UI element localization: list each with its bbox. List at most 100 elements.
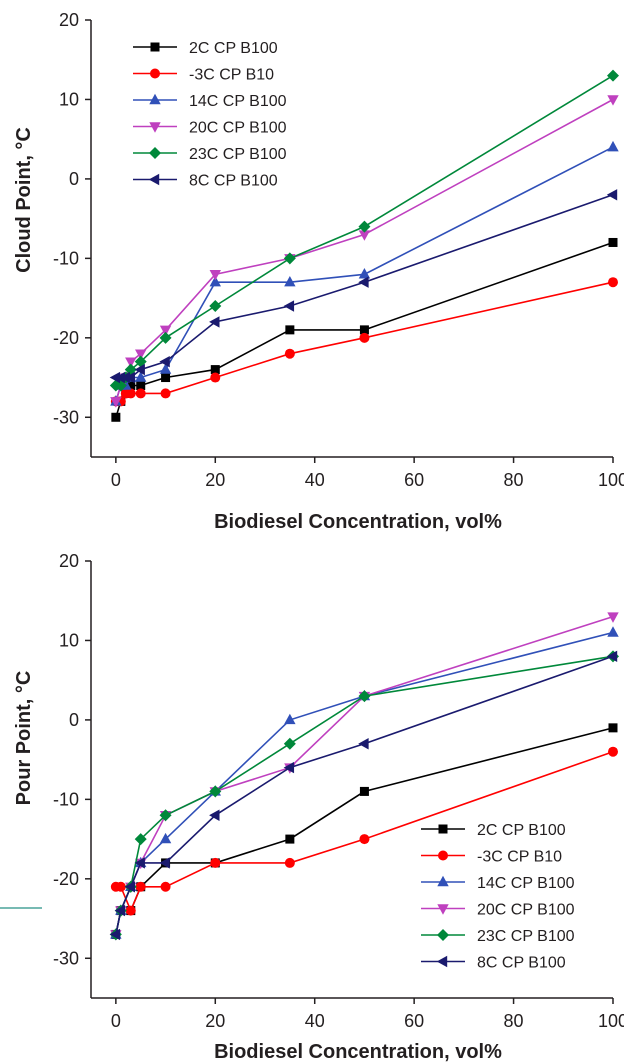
pour-point-legend-label: 8C CP B100: [477, 955, 566, 972]
cloud-point-data-point: [209, 270, 221, 281]
cloud-point-legend-label: 14C CP B100: [189, 93, 287, 110]
pour-point-data-point: [209, 785, 222, 798]
cloud-point-legend: 2C CP B100 -3C CP B10 14C CP B100 20C CP B1…: [133, 40, 287, 190]
pour-point-data-point: [159, 809, 172, 822]
pour-point-legend-marker: [436, 955, 448, 968]
pour-point-data-point: [359, 834, 370, 845]
pour-point-data-point: [125, 905, 136, 916]
pour-point-data-point: [114, 904, 126, 917]
pour-point-x-tick-label: 80: [504, 1011, 524, 1031]
cloud-point-data-point: [359, 325, 369, 335]
cloud-point-data-point: [284, 348, 295, 359]
pour-point-legend-label: 14C CP B100: [477, 875, 575, 892]
cloud-point-legend-label: 2C CP B100: [189, 40, 278, 57]
cloud-point-data-point: [125, 388, 136, 399]
pour-point-x-tick-label: 100: [598, 1011, 624, 1031]
cloud-point-x-tick-label: 40: [305, 470, 325, 490]
pour-point-legend-marker: [437, 904, 449, 915]
cloud-point-data-point: [136, 380, 146, 390]
cloud-point-legend-marker: [149, 147, 161, 159]
cloud-point-legend-marker: [150, 68, 160, 79]
pour-point-data-point: [606, 650, 618, 663]
cloud-point-x-tick-label: 100: [598, 470, 624, 490]
pour-point-data-point: [134, 857, 145, 869]
cloud-point-data-point: [608, 237, 618, 247]
cloud-point-data-point: [358, 276, 369, 288]
cloud-point-data-point: [161, 373, 171, 383]
cloud-point-data-point: [160, 388, 171, 399]
pour-point-data-point: [115, 881, 126, 892]
pour-point-series-5: [109, 650, 618, 941]
pour-point-y-tick-label: 10: [59, 630, 79, 650]
cloud-point-data-point: [285, 325, 295, 335]
pour-point-data-point: [159, 832, 172, 844]
cloud-point-y-tick-label: 0: [69, 169, 79, 189]
cloud-point-legend-label: 23C CP B100: [189, 146, 287, 163]
cloud-point-data-point: [283, 252, 296, 265]
pour-point-data-point: [159, 857, 170, 869]
cloud-point-legend-label: -3C CP B10: [189, 67, 274, 84]
cloud-point-legend-marker: [150, 42, 160, 52]
pour-point-legend-label: -3C CP B10: [477, 849, 562, 866]
cloud-point-data-point: [283, 300, 295, 312]
cloud-point-y-axis-label: Cloud Point, °C: [13, 127, 35, 273]
pour-point-data-point: [283, 737, 296, 750]
pour-point-legend-marker: [438, 824, 448, 834]
cloud-point-series-1: [110, 277, 618, 407]
cloud-point-y-tick-label: -10: [53, 248, 79, 268]
cloud-point-y-tick-label: 10: [59, 89, 79, 109]
cloud-point-data-point: [284, 276, 296, 287]
pour-point-data-point: [210, 857, 221, 868]
cloud-point-data-point: [125, 357, 137, 368]
pour-point-data-point: [160, 881, 171, 892]
cloud-point-series-4: [109, 69, 619, 392]
cloud-point-x-axis-label: Biodiesel Concentration, vol%: [214, 511, 502, 533]
pour-point-x-axis-label: Biodiesel Concentration, vol%: [214, 1041, 502, 1063]
cloud-point-y-tick-label: 20: [59, 10, 79, 30]
cloud-point-data-point: [607, 95, 619, 106]
cloud-point-legend-label: 20C CP B100: [189, 120, 287, 137]
cloud-point-data-point: [159, 363, 172, 374]
pour-point-legend-label: 2C CP B100: [477, 822, 566, 839]
cloud-point-data-point: [159, 355, 170, 368]
cloud-point-data-point: [210, 372, 221, 383]
cloud-point-y-tick-label: -30: [53, 407, 79, 427]
cloud-point-data-point: [209, 276, 221, 287]
pour-point-legend-marker: [438, 850, 448, 861]
cloud-point-data-point: [126, 380, 136, 390]
pour-point-data-point: [358, 738, 369, 750]
cloud-point-legend-label: 8C CP B100: [189, 173, 278, 190]
cloud-point-data-point: [358, 268, 371, 279]
pour-point-data-point: [134, 833, 147, 846]
cloud-point-series-3: [110, 95, 619, 408]
cloud-point-x-tick-label: 60: [404, 470, 424, 490]
pour-point-chart: Pour Point, °C Biodiesel Concentration, …: [13, 551, 624, 1063]
cloud-point-data-point: [135, 388, 146, 399]
pour-point-x-tick-label: 20: [205, 1011, 225, 1031]
cloud-point-data-point: [159, 325, 172, 337]
pour-point-data-point: [607, 626, 619, 637]
cloud-point-y-tick-label: -20: [53, 328, 79, 348]
cloud-point-chart: Cloud Point, °C Biodiesel Concentration,…: [13, 10, 624, 533]
pour-point-data-point: [284, 713, 296, 725]
pour-point-y-tick-label: 20: [59, 551, 79, 571]
cloud-point-data-point: [359, 332, 370, 343]
pour-point-data-point: [607, 612, 619, 623]
pour-point-data-point: [209, 809, 220, 821]
cloud-point-data-point: [210, 365, 220, 375]
cloud-point-data-point: [124, 371, 135, 384]
cloud-point-data-point: [358, 220, 371, 233]
cloud-point-data-point: [135, 349, 147, 360]
pour-point-data-point: [358, 690, 371, 703]
cloud-point-data-point: [135, 371, 147, 382]
cloud-point-legend-marker: [149, 122, 161, 133]
pour-point-data-point: [109, 928, 121, 941]
pour-point-y-tick-label: 0: [69, 710, 79, 730]
pour-point-legend-label: 23C CP B100: [477, 928, 575, 945]
cloud-point-data-point: [134, 363, 145, 376]
cloud-point-data-point: [358, 230, 371, 241]
cloud-point-data-point: [159, 331, 172, 344]
cloud-point-data-point: [209, 316, 220, 328]
cloud-point-legend-marker: [148, 173, 160, 186]
